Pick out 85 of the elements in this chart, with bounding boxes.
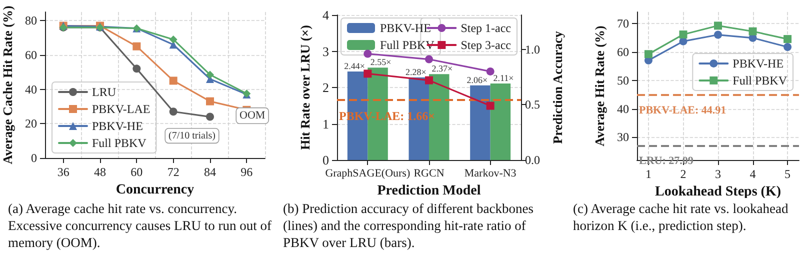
- legend-label: PBKV-HE: [92, 119, 143, 133]
- point: [784, 35, 792, 44]
- text: (a) Average cache hit rate vs. concurrency. Excessive concurrency causes LRU to run out of memory (OOM).: [8, 200, 273, 251]
- point: [679, 30, 688, 38]
- x-tick-label: GraphSAGE(Ours): [325, 168, 410, 180]
- x-tick-label: 60: [130, 165, 143, 179]
- point: [364, 50, 372, 58]
- y-tick-label: 60: [617, 44, 629, 59]
- point: [486, 67, 494, 76]
- point: [486, 102, 494, 110]
- y-tick-label: 40: [617, 102, 629, 116]
- x-tick-label: 36: [57, 165, 70, 179]
- y-tick-label: 3: [322, 44, 329, 59]
- point: [169, 35, 178, 44]
- y2-tick-label: 0.5: [525, 98, 540, 112]
- y2-tick-label: 0.0: [525, 153, 540, 167]
- x-tick-label: 3: [715, 167, 721, 181]
- x-tick-label: 84: [204, 165, 216, 179]
- data-label: 2.44×: [344, 61, 365, 72]
- x-tick-label: 1: [645, 167, 652, 181]
- point: [206, 97, 214, 106]
- legend-label: Full PBKV: [732, 73, 788, 88]
- x-axis-title: Lookahead Steps (K): [654, 184, 782, 200]
- bar: [490, 84, 511, 160]
- y-axis-title: Average Cache Hit Rate (%): [0, 6, 16, 164]
- legend-label: PBKV-HE: [380, 21, 431, 35]
- annotation: OOM: [240, 110, 266, 122]
- point: [132, 64, 141, 73]
- point: [169, 76, 178, 85]
- y-tick-label: 60: [25, 48, 37, 62]
- point: [169, 108, 178, 116]
- data-label: 2.37×: [432, 64, 453, 74]
- legend-label: PBKV-HE: [732, 56, 784, 70]
- point: [425, 76, 433, 84]
- y-tick-label: 1: [322, 116, 329, 132]
- y-tick-label: 50: [617, 73, 629, 88]
- point: [714, 22, 722, 30]
- point: [206, 70, 214, 79]
- text: (c) Average cache hit rate vs. lookahead horizon K (i.e., prediction step).: [573, 200, 790, 234]
- point: [784, 43, 792, 52]
- x-tick-label: 96: [240, 165, 253, 179]
- x-axis-title: Concurrency: [116, 182, 194, 198]
- x-tick-label: 48: [94, 165, 106, 179]
- point: [679, 37, 688, 46]
- data-label: 2.55×: [370, 57, 392, 68]
- x-tick-label: Markov-N3: [464, 168, 517, 180]
- text: (b) Prediction accuracy of different backbones (lines) and the corresponding hit-rate ratio of PBKV over LRU (bars).: [283, 200, 535, 251]
- x-tick-label: 4: [750, 167, 756, 181]
- point: [748, 27, 757, 36]
- data-label: 2.11×: [493, 73, 514, 84]
- bar: [470, 85, 490, 160]
- y-tick-label: 70: [617, 16, 629, 30]
- y-tick-label: 80: [25, 14, 37, 28]
- y-axis-title: Hit Rate over LRU (×): [298, 25, 313, 150]
- y-tick-label: 40: [25, 82, 37, 96]
- data-label: 2.06×: [466, 74, 488, 85]
- x-tick-label: RGCN: [414, 168, 444, 180]
- legend-label: Step 1-acc: [460, 21, 512, 35]
- y-axis-title: Average Hit Rate (%): [592, 26, 608, 146]
- legend-label: Step 3-acc: [460, 38, 512, 52]
- legend-label: LRU: [92, 85, 116, 99]
- y-tick-label: 2: [322, 80, 329, 95]
- point: [425, 55, 433, 64]
- point: [644, 50, 652, 58]
- ref-line-label: PBKV-LAE: 44.91: [639, 104, 726, 116]
- y-tick-label: 30: [617, 130, 629, 144]
- point: [714, 30, 722, 39]
- data-label: 2.28×: [405, 66, 426, 77]
- y-tick-label: 0: [31, 151, 37, 165]
- y2-tick-label: 1.0: [525, 42, 540, 56]
- legend-label: PBKV-LAE: [92, 102, 150, 116]
- x-tick-label: 5: [784, 167, 791, 181]
- legend-label: Full PBKV: [380, 38, 435, 52]
- y-tick-label: 4: [322, 8, 330, 22]
- x-tick-label: 72: [167, 165, 180, 179]
- point: [364, 70, 372, 78]
- y-tick-label: 0: [322, 152, 329, 168]
- y2-axis-title: Prediction Accuracy: [550, 30, 565, 144]
- x-tick-label: 2: [680, 167, 686, 181]
- point: [132, 42, 141, 50]
- point: [206, 112, 214, 121]
- legend-label: Full PBKV: [92, 136, 147, 150]
- x-axis-title: Prediction Model: [377, 183, 481, 198]
- annotation: (7/10 trials): [168, 130, 216, 142]
- y-tick-label: 20: [25, 116, 37, 131]
